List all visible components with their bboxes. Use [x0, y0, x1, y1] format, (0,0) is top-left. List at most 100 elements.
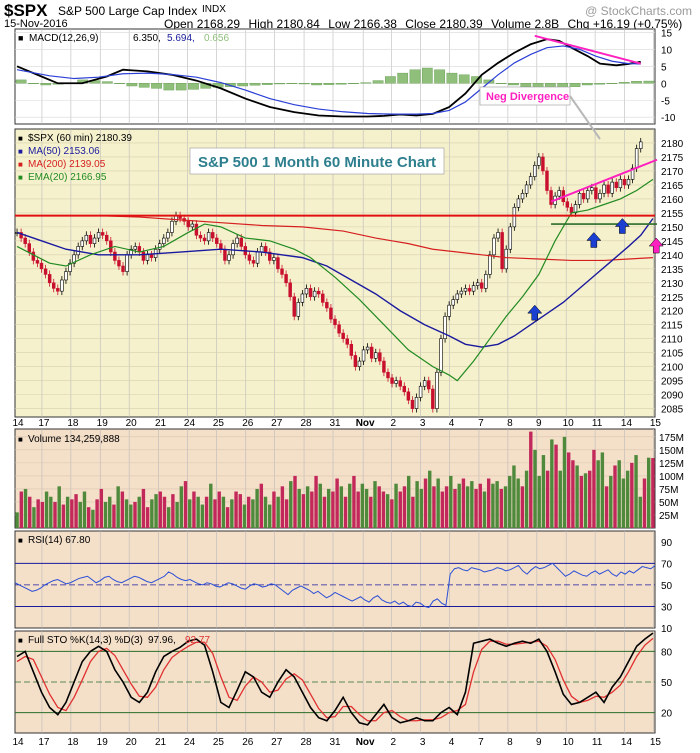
volume-bar [449, 475, 453, 528]
x-axis-label: 27 [271, 737, 283, 748]
candle [459, 290, 464, 295]
candle [581, 193, 586, 200]
volume-bar [289, 481, 293, 528]
volume-legend-swatch: ■ [18, 435, 23, 444]
sto-d-line [16, 637, 654, 722]
candle [594, 187, 598, 200]
volume-bar [596, 460, 600, 528]
candle [219, 243, 223, 250]
macd-histogram-bar [508, 83, 519, 86]
price-axis-label: 2100 [661, 363, 684, 374]
volume-bar [390, 499, 394, 528]
volume-bar [529, 431, 533, 528]
x-axis-label: 15 [650, 418, 662, 429]
rsi-axis-label: 50 [661, 581, 673, 592]
volume-bar [133, 501, 137, 528]
divergence-connector [569, 95, 601, 140]
candle [467, 288, 472, 292]
x-axis-label: 8 [507, 737, 513, 748]
candle [431, 388, 435, 409]
volume-label: Volume [491, 17, 532, 31]
volume-bar [566, 452, 571, 528]
candle [308, 288, 313, 298]
candle [104, 234, 109, 242]
candle [109, 240, 113, 253]
macd-legend-swatch: ■ [18, 33, 23, 43]
candle [533, 165, 537, 177]
x-axis-label: 7 [478, 737, 484, 748]
candle [145, 254, 150, 261]
volume-bar [331, 491, 335, 528]
volume-bar [129, 504, 133, 528]
volume-bar [301, 494, 306, 528]
price-legend-swatch: ■ [18, 160, 23, 169]
x-axis-label: 9 [536, 418, 542, 429]
high-label: High [248, 17, 274, 31]
volume-bar [40, 501, 45, 528]
volume-bar [457, 483, 461, 528]
macd-axis-label: 5 [661, 62, 667, 73]
candle [626, 179, 631, 186]
x-axis-label: 10 [563, 418, 575, 429]
candle [284, 274, 288, 284]
up-arrow-marker [586, 232, 602, 248]
price-legend-entry: MA(200) 2139.05 [28, 159, 106, 170]
x-axis-label: 24 [184, 737, 196, 748]
volume-bar [524, 470, 529, 528]
candle [361, 349, 366, 362]
candle [500, 232, 504, 270]
candle [451, 299, 455, 306]
candle [520, 193, 525, 200]
volume-bar [200, 504, 205, 528]
volume-bar [423, 478, 428, 528]
volume-bar [116, 486, 120, 528]
price-axis-label: 2180 [661, 139, 684, 150]
price-axis-label: 2145 [661, 237, 684, 248]
volume-bar [495, 481, 499, 528]
x-axis-label: 26 [242, 418, 254, 429]
macd-histogram-bar [40, 83, 52, 86]
volume-bar [78, 501, 82, 528]
volume-bar [604, 486, 609, 528]
candle [194, 223, 199, 236]
volume-bar [474, 488, 478, 528]
volume-bar [221, 496, 226, 528]
candle [202, 237, 207, 242]
volume-bar [70, 499, 74, 528]
macd-histogram-bar [606, 83, 618, 84]
volume-bar [103, 501, 108, 528]
price-axis-label: 2135 [661, 265, 684, 276]
volume-bar [280, 486, 285, 528]
candle [325, 302, 329, 309]
candle [259, 246, 264, 253]
volume-bar [516, 478, 520, 528]
candle [68, 262, 72, 272]
chart-date: 15-Nov-2016 [4, 18, 68, 30]
macd-histogram-bar [631, 81, 642, 84]
price-axis-label: 2165 [661, 181, 684, 192]
volume-bar [537, 475, 541, 528]
macd-histogram-bar [385, 76, 396, 84]
macd-value: 6.350, [133, 33, 161, 44]
candle [369, 346, 374, 359]
x-axis-label: 14 [621, 418, 633, 429]
candle [577, 193, 582, 205]
macd-histogram-bar [28, 83, 39, 84]
x-axis-label: 28 [300, 737, 312, 748]
macd-panel [14, 28, 656, 125]
price-axis-label: 2175 [661, 153, 684, 164]
x-axis-label: 21 [155, 418, 167, 429]
candle [96, 232, 101, 239]
volume-bar [204, 496, 209, 528]
price-axis-label: 2095 [661, 377, 684, 388]
rsi-legend: RSI(14) 67.80 [28, 535, 91, 546]
volume-bar [470, 481, 474, 528]
rsi-legend-swatch: ■ [18, 536, 23, 545]
x-axis-label: 28 [300, 418, 312, 429]
x-axis-label: 31 [329, 737, 341, 748]
macd-histogram-bar [421, 67, 433, 84]
candle [64, 271, 68, 281]
rsi-axis-label: 10 [661, 624, 673, 635]
candle [475, 282, 480, 286]
